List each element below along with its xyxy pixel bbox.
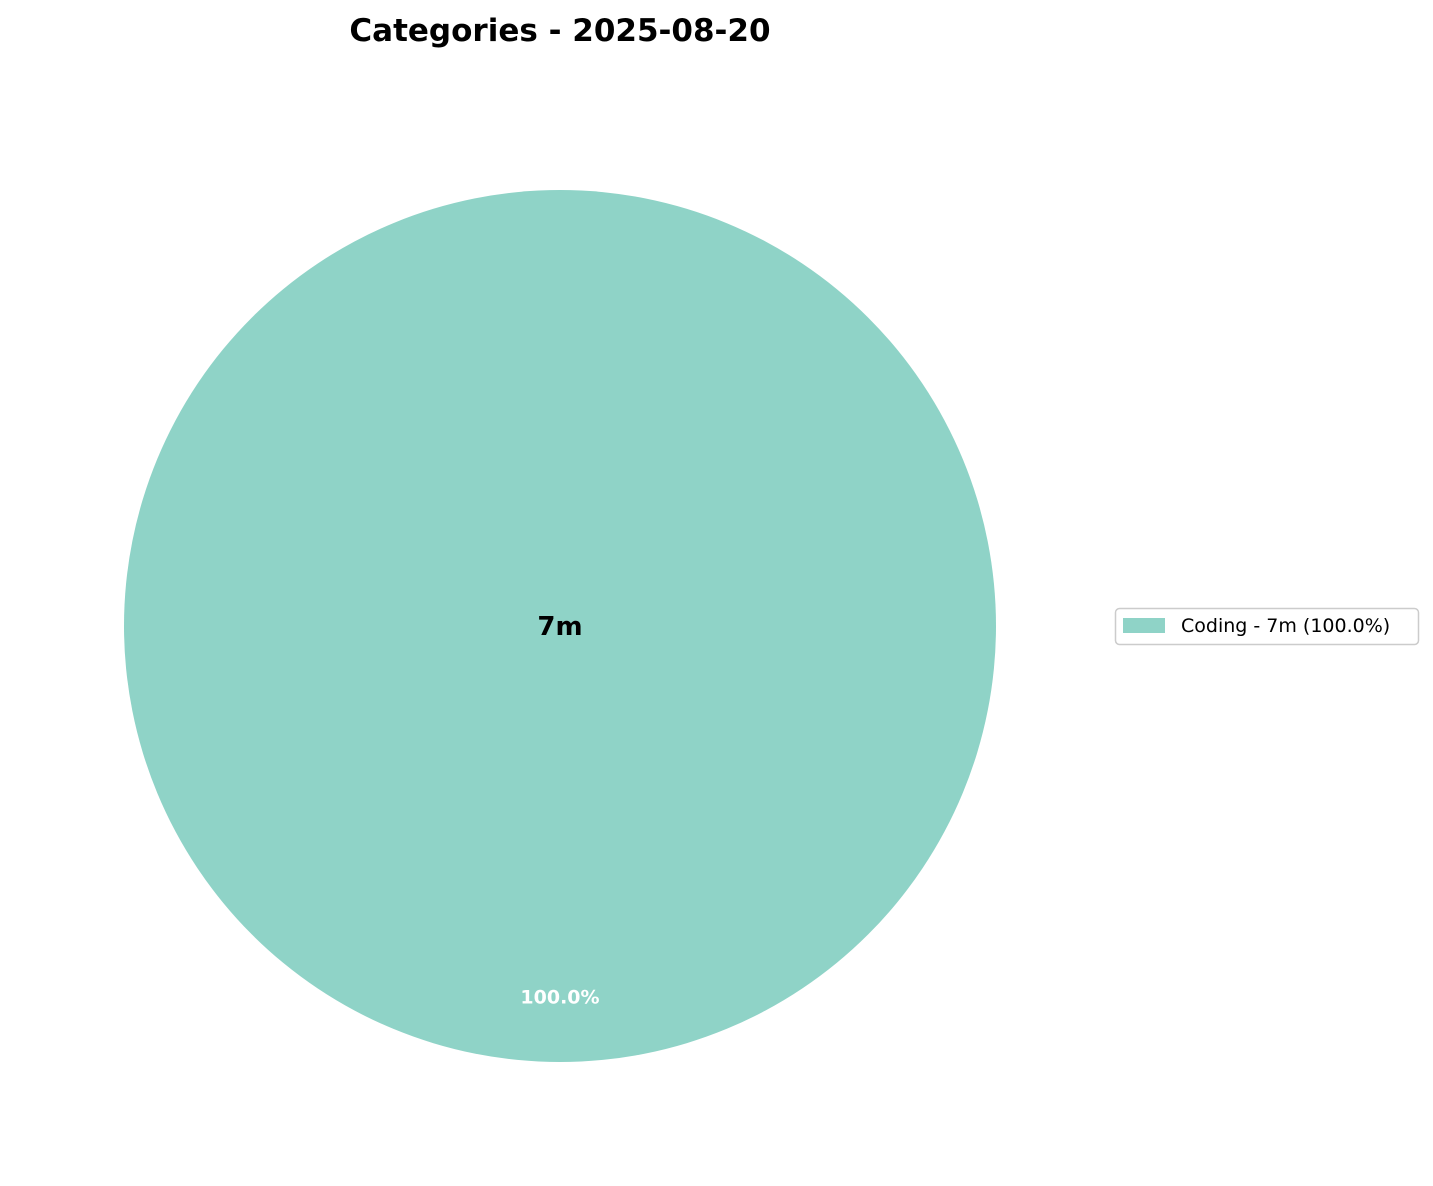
legend-swatch <box>1123 618 1165 633</box>
pie-center-label: 7m <box>537 612 582 642</box>
chart-title: Categories - 2025-08-20 <box>349 13 770 49</box>
percent-labels: 100.0% <box>520 987 599 1009</box>
slice-percent-label: 100.0% <box>520 987 599 1009</box>
pie-slice-coding <box>124 190 996 1062</box>
legend-frame <box>1114 607 1420 646</box>
legend: Coding - 7m (100.0%) <box>1114 607 1420 646</box>
legend-label: Coding - 7m (100.0%) <box>1181 615 1390 637</box>
pie-slices <box>124 190 996 1062</box>
legend-items: Coding - 7m (100.0%) <box>1123 615 1390 637</box>
